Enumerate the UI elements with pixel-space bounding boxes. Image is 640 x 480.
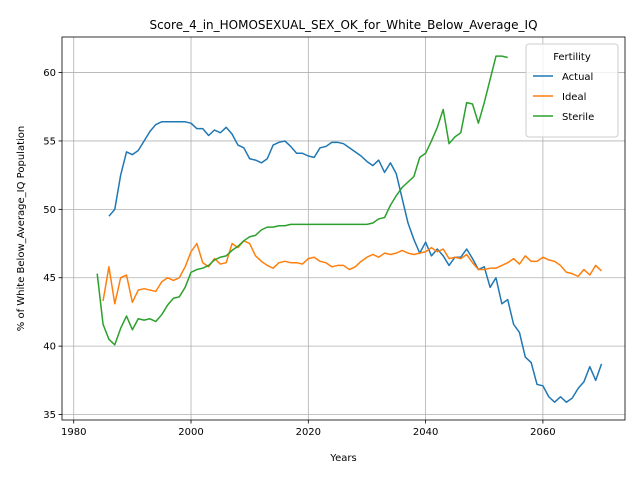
y-axis-label: % of White Below_Average_IQ Population [16, 126, 27, 331]
legend-label-ideal: Ideal [562, 92, 586, 103]
x-tick-label: 2020 [296, 427, 321, 438]
y-tick-label: 55 [43, 136, 56, 147]
y-tick-label: 35 [43, 410, 56, 421]
legend: Fertility Actual Ideal Sterile [526, 44, 618, 137]
x-tick-label: 2040 [413, 427, 438, 438]
legend-label-sterile: Sterile [562, 112, 594, 123]
x-axis-label: Years [329, 453, 356, 464]
x-tick-label: 2000 [178, 427, 203, 438]
y-tick-label: 45 [43, 273, 56, 284]
legend-label-actual: Actual [562, 72, 593, 83]
legend-title: Fertility [553, 52, 591, 63]
y-tick-label: 50 [43, 205, 56, 216]
x-tick-label: 2060 [530, 427, 555, 438]
x-tick-label: 1980 [61, 427, 86, 438]
chart-title: Score_4_in_HOMOSEXUAL_SEX_OK_for_White_B… [149, 18, 537, 32]
y-tick-label: 60 [43, 68, 56, 79]
y-tick-label: 40 [43, 342, 56, 353]
